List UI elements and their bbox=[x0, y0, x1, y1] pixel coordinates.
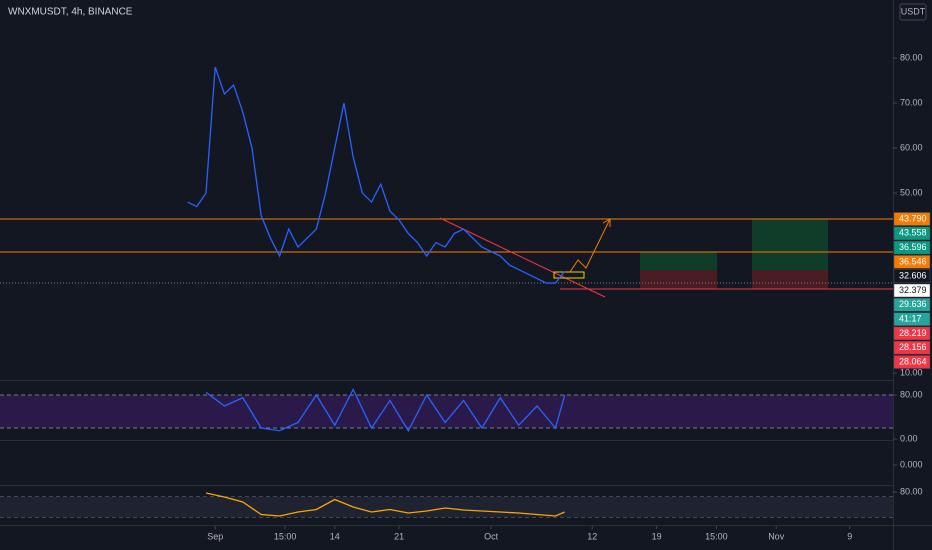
x-tick-label: 19 bbox=[652, 531, 662, 541]
price-tag bbox=[893, 212, 931, 226]
stoch-band bbox=[0, 395, 893, 429]
zone-box bbox=[553, 271, 585, 279]
price-tag-label: 28.219 bbox=[899, 328, 927, 338]
y-tick-label: 0.000 bbox=[900, 459, 923, 469]
long-profit-box bbox=[640, 252, 717, 270]
price-tag bbox=[893, 226, 931, 241]
price-tag-label: 32.379 bbox=[899, 285, 927, 295]
y-tick-label: 50.00 bbox=[900, 187, 923, 197]
trend-line bbox=[439, 217, 606, 298]
long-loss-box bbox=[640, 270, 717, 289]
pane-divider bbox=[0, 380, 893, 381]
y-tick-label: 60.00 bbox=[900, 142, 923, 152]
price-tag-label: 36.596 bbox=[899, 242, 927, 252]
long-profit-box bbox=[752, 219, 828, 270]
x-tick-label: 21 bbox=[394, 531, 404, 541]
price-tag bbox=[893, 283, 931, 298]
price-tag bbox=[893, 255, 931, 269]
y-tick-label: 10.00 bbox=[900, 367, 923, 377]
price-tag-label: 36.546 bbox=[899, 256, 927, 266]
price-tag-label: 43.790 bbox=[899, 213, 927, 223]
price-tag bbox=[893, 240, 931, 255]
y-tick-label: 80.00 bbox=[900, 389, 923, 399]
rsi-band bbox=[0, 497, 893, 517]
price-tag-label: 32.606 bbox=[899, 271, 927, 281]
x-tick-label: 14 bbox=[330, 531, 340, 541]
x-tick-label: 9 bbox=[847, 531, 852, 541]
x-tick-label: Oct bbox=[484, 531, 499, 541]
projection-arrow bbox=[569, 218, 611, 273]
pane-divider bbox=[0, 485, 893, 486]
symbol-title: WNXMUSDT, 4h, BINANCE bbox=[8, 7, 133, 18]
currency-button[interactable] bbox=[899, 3, 927, 21]
price-tag bbox=[893, 340, 931, 355]
long-loss-box bbox=[752, 270, 828, 289]
x-tick-label: 12 bbox=[587, 531, 597, 541]
price-line bbox=[187, 66, 566, 284]
pane-divider bbox=[0, 440, 893, 441]
y-tick-label: 80.00 bbox=[900, 52, 923, 62]
pane-divider bbox=[0, 525, 932, 526]
x-tick-label: 15:00 bbox=[705, 531, 728, 541]
y-tick-label: 80.00 bbox=[900, 486, 923, 496]
price-tag-label: 29.636 bbox=[899, 299, 927, 309]
stoch-line bbox=[205, 388, 566, 433]
price-tag-label: 28.156 bbox=[899, 342, 927, 352]
price-tag bbox=[893, 355, 931, 369]
currency-label[interactable]: USDT bbox=[901, 6, 926, 16]
price-tag-label: 41:17 bbox=[899, 313, 922, 323]
arrow-head bbox=[602, 218, 611, 227]
price-tag-label: 28.064 bbox=[899, 356, 927, 366]
price-tag bbox=[893, 312, 931, 326]
price-tag bbox=[893, 298, 931, 312]
y-tick-label: 0.00 bbox=[900, 433, 918, 443]
x-tick-label: 15:00 bbox=[274, 531, 297, 541]
x-tick-label: Nov bbox=[768, 531, 785, 541]
axis-divider bbox=[893, 0, 894, 550]
price-tag bbox=[893, 326, 931, 341]
price-tag-label: 43.558 bbox=[899, 228, 927, 238]
rsi-line bbox=[205, 492, 565, 517]
price-tag bbox=[893, 269, 931, 283]
y-tick-label: 70.00 bbox=[900, 97, 923, 107]
x-tick-label: Sep bbox=[207, 531, 223, 541]
